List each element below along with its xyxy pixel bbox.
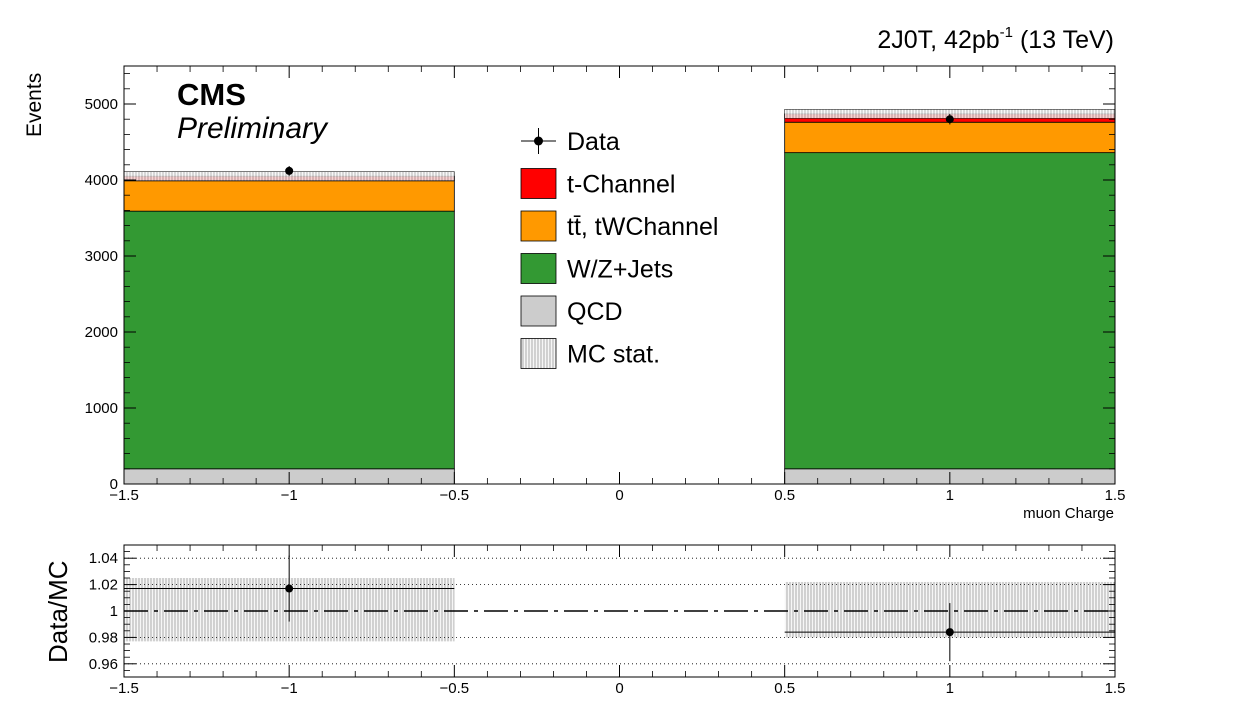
legend-label-4: W/Z+Jets — [567, 256, 673, 284]
legend-label-1: Data — [567, 128, 620, 156]
main-y-tick-label-2: 1000 — [85, 400, 118, 417]
data-point-2 — [945, 115, 954, 124]
legend-swatch-mc-stat — [520, 338, 557, 369]
main-x-tick-label-1: −1.5 — [109, 487, 139, 504]
ratio-x-tick-label-5: 0.5 — [774, 680, 795, 697]
ratio-x-tick-label-3: −0.5 — [440, 680, 470, 697]
ratio-x-tick-label-7: 1.5 — [1105, 680, 1126, 697]
ratio-y-tick-label-1: 0.96 — [89, 656, 118, 673]
main-y-tick-label-1: 0 — [110, 476, 118, 493]
main-x-tick-label-4: 0 — [615, 487, 623, 504]
x-axis-title: muon Charge — [1023, 505, 1114, 522]
ratio-point-2 — [945, 628, 954, 637]
ratio-y-tick-label-4: 1.02 — [89, 577, 118, 594]
main-x-tick-label-6: 1 — [946, 487, 954, 504]
lumi-label: 2J0T, 42pb-1 (13 TeV) — [877, 24, 1114, 54]
legend: Data t-Channel tt̄, tWChannel W/Z+Jets QCD MC… — [520, 128, 718, 369]
ratio-x-tick-label-1: −1.5 — [109, 680, 139, 697]
cms-label: CMS — [177, 77, 246, 112]
bar-ttbar-tw-bin-1 — [123, 180, 455, 212]
main-y-tick-label-3: 2000 — [85, 324, 118, 341]
legend-label-3: tt̄, tWChannel — [567, 213, 718, 241]
legend-swatch-t-channel — [520, 168, 557, 199]
ratio-y-tick-label-5: 1.04 — [89, 550, 118, 567]
ratio-y-tick-label-3: 1 — [110, 603, 118, 620]
ratio-point-1 — [285, 584, 294, 593]
bar-wz-jets-bin-1 — [123, 210, 455, 470]
ratio-x-tick-label-6: 1 — [946, 680, 954, 697]
ratio-y-tick-label-2: 0.98 — [89, 629, 118, 646]
data-point-1 — [285, 166, 294, 175]
lumi-tail: (13 TeV) — [1013, 26, 1114, 54]
lumi-superscript: -1 — [1000, 24, 1013, 41]
legend-label-5: QCD — [567, 298, 623, 326]
preliminary-label: Preliminary — [177, 112, 329, 145]
legend-swatch-wz-jets — [520, 253, 557, 284]
legend-data-marker — [534, 136, 543, 146]
legend-label-2: t-Channel — [567, 171, 675, 199]
bar-wz-jets-bin-2 — [784, 152, 1116, 470]
ratio-x-tick-label-4: 0 — [615, 680, 623, 697]
main-panel: −1.5 −1 −0.5 0 0.5 1 1.5010002000300040005000 … — [23, 65, 1126, 522]
y-axis-title: Events — [23, 73, 46, 137]
ratio-x-tick-label-2: −1 — [281, 680, 298, 697]
main-y-tick-label-6: 5000 — [85, 96, 118, 113]
legend-label-6: MC stat. — [567, 341, 660, 369]
lumi-main: 2J0T, 42pb — [877, 26, 999, 54]
legend-swatch-ttbar-tw — [520, 210, 557, 242]
main-x-tick-label-5: 0.5 — [774, 487, 795, 504]
ratio-panel: −1.5 −1 −0.5 0 0.5 1 1.5 0.96 0.98 1 1.02 1.04 Data… — [43, 544, 1126, 697]
main-y-tick-label-4: 3000 — [85, 248, 118, 265]
main-x-tick-label-2: −1 — [281, 487, 298, 504]
main-x-tick-label-3: −0.5 — [440, 487, 470, 504]
bar-ttbar-tw-bin-2 — [784, 121, 1116, 154]
main-y-tick-label-5: 4000 — [85, 172, 118, 189]
legend-swatch-qcd — [520, 295, 557, 327]
main-x-tick-label-7: 1.5 — [1105, 487, 1126, 504]
ratio-y-axis-title: Data/MC — [43, 560, 73, 663]
